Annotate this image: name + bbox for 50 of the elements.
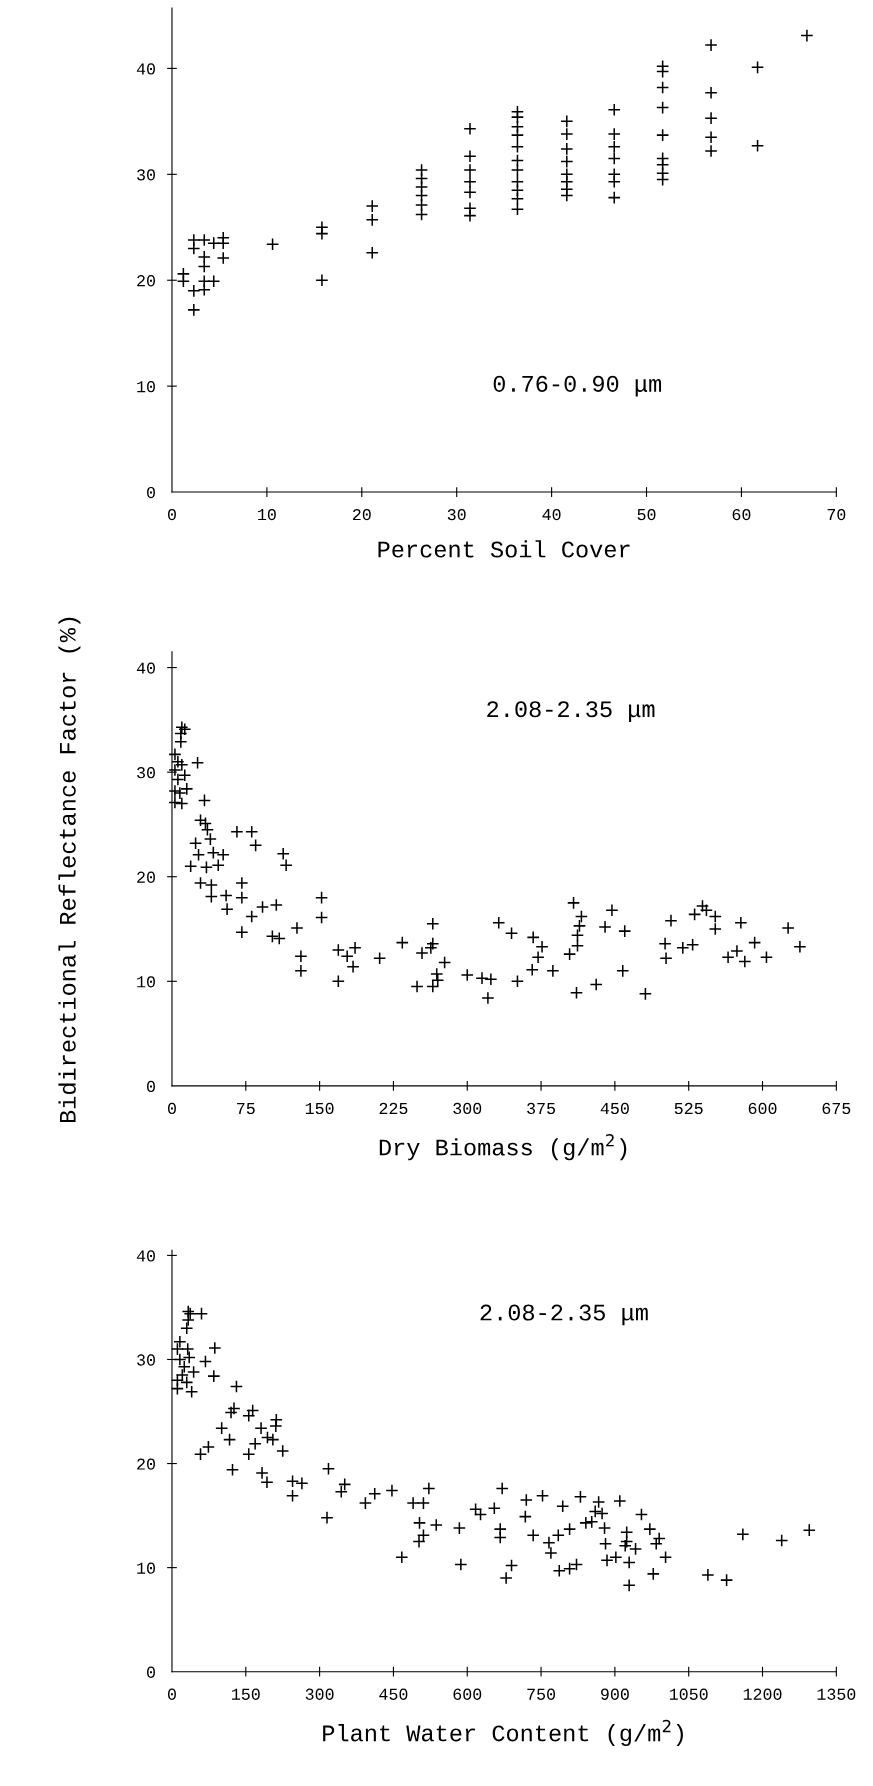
y-tick-label: 0 [147,486,155,499]
x-tick-label: 1050 [669,1688,708,1700]
text: 2.08-2.35 μm [487,701,655,722]
y-tick-label: 40 [136,63,155,75]
x-tick-label: 600 [748,1102,777,1115]
x-tick-label: 900 [601,1688,629,1700]
y-axis-title: Bidirectional Reflectance Factor (%) [58,617,81,1123]
y-tick-label: 30 [137,767,155,779]
x-tick-label: 375 [527,1102,556,1115]
x-tick-label: 1350 [817,1688,856,1700]
x-tick-label: 450 [379,1688,408,1700]
x-tick-label: 20 [352,508,371,521]
x-tick-label: 40 [542,508,561,521]
x-tick-label: 0 [167,1102,176,1115]
y-tick-label: 40 [136,662,155,674]
text: 2.08-2.35 μm [480,1304,648,1326]
x-tick-label: 300 [453,1102,482,1115]
y-tick-label: 20 [137,871,155,883]
x-tick-label: 75 [237,1102,255,1115]
x-tick-label: 150 [305,1102,334,1115]
x-tick-label: 150 [232,1688,260,1700]
x-tick-label: 70 [827,508,846,521]
y-tick-label: 40 [136,1250,155,1262]
x-tick-label: 525 [674,1102,703,1115]
y-tick-label: 10 [137,976,155,988]
text: 0.76-0.90 μm [493,375,662,397]
y-tick-label: 30 [137,1354,155,1366]
x-tick-label: 225 [379,1102,408,1115]
x-axis-title: Plant Water Content (g/m$^{2}$) [323,1719,683,1747]
x-tick-label: 0 [167,1688,176,1700]
x-tick-label: 675 [822,1102,851,1115]
y-tick-label: 10 [137,1562,155,1574]
y-tick-label: 0 [147,1080,155,1093]
x-tick-label: 600 [453,1688,482,1700]
x-tick-label: 450 [600,1102,629,1115]
x-tick-label: 50 [637,508,656,521]
x-tick-label: 750 [527,1688,556,1700]
x-tick-label: 1200 [743,1688,782,1700]
x-tick-label: 300 [305,1688,334,1700]
x-axis-title: Percent Soil Cover [378,540,630,558]
y-tick-label: 30 [137,169,155,181]
y-tick-label: 20 [137,275,155,287]
y-tick-label: 10 [137,381,155,393]
x-tick-label: 0 [167,508,176,521]
x-axis-title: Dry Biomass (g/m$^{2}$) [379,1134,627,1161]
y-tick-label: 20 [137,1458,155,1470]
x-tick-label: 10 [258,508,276,521]
x-tick-label: 60 [732,508,751,521]
y-tick-label: 0 [147,1666,155,1678]
x-tick-label: 30 [447,508,466,521]
